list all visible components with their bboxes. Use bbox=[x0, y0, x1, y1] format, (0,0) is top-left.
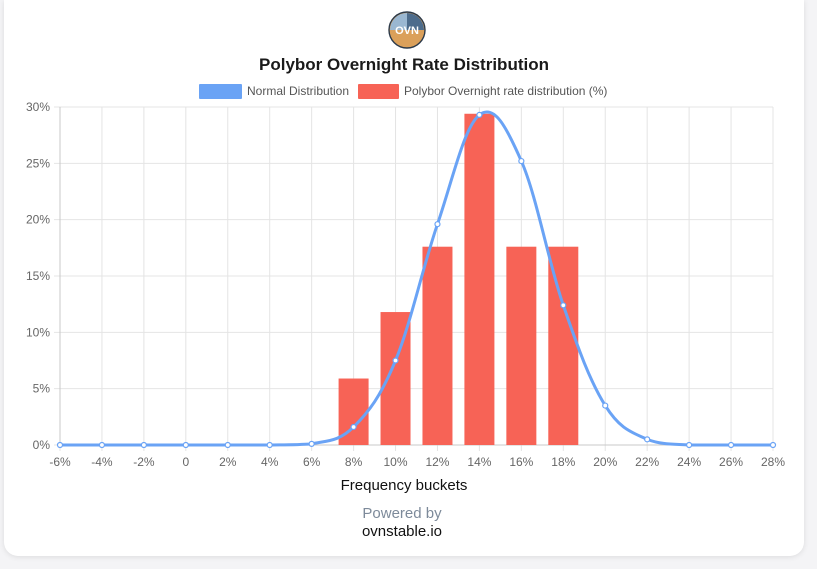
y-tick-label: 5% bbox=[33, 382, 51, 396]
x-tick-label: 12% bbox=[425, 455, 449, 469]
line-point bbox=[266, 441, 273, 449]
line-point bbox=[434, 221, 441, 228]
line-point bbox=[140, 441, 147, 449]
bar bbox=[506, 246, 537, 445]
x-axis-label: Frequency buckets bbox=[340, 477, 468, 494]
x-tick-label: 28% bbox=[761, 455, 785, 469]
line-point bbox=[98, 441, 106, 449]
line-point bbox=[224, 441, 231, 449]
line-point bbox=[392, 357, 399, 364]
legend-label-normal[interactable]: Normal Distribution bbox=[247, 84, 349, 98]
y-tick-label: 15% bbox=[26, 269, 50, 283]
chart-title: Polybor Overnight Rate Distribution bbox=[259, 55, 549, 74]
line-point bbox=[308, 440, 315, 447]
x-tick-label: 4% bbox=[261, 455, 279, 469]
legend-swatch-polybor[interactable] bbox=[358, 84, 399, 99]
line-point bbox=[769, 441, 777, 449]
line-point bbox=[56, 441, 64, 449]
x-tick-label: -2% bbox=[133, 455, 155, 469]
x-tick-label: 2% bbox=[219, 455, 237, 469]
line-point bbox=[602, 402, 609, 409]
line-point bbox=[182, 441, 189, 449]
x-tick-label: 16% bbox=[509, 455, 533, 469]
chart-card: OVN bbox=[4, 0, 804, 556]
line-point bbox=[644, 436, 651, 443]
y-tick-label: 30% bbox=[26, 100, 50, 114]
powered-by-text: Powered by bbox=[362, 505, 442, 522]
x-tick-label: 24% bbox=[677, 455, 701, 469]
x-tick-label: 26% bbox=[719, 455, 743, 469]
tick-labels: 0% 5% 10% 15% 20% 25% 30% -6% -4% -2% 0 2% 4% 6% 8% 10%… bbox=[26, 100, 785, 469]
legend-swatch-normal[interactable] bbox=[199, 84, 242, 99]
line-series bbox=[56, 110, 777, 449]
legend[interactable]: Normal Distribution Polybor Overnight ra… bbox=[199, 84, 607, 99]
grid bbox=[54, 106, 774, 451]
line-point bbox=[350, 423, 357, 431]
legend-label-polybor[interactable]: Polybor Overnight rate distribution (%) bbox=[404, 84, 607, 98]
x-tick-label: 0 bbox=[182, 455, 189, 469]
x-tick-label: 18% bbox=[551, 455, 575, 469]
site-link[interactable]: ovnstable.io bbox=[361, 523, 443, 540]
line-point bbox=[476, 111, 483, 118]
x-tick-label: 14% bbox=[467, 455, 491, 469]
y-tick-label: 20% bbox=[26, 213, 50, 227]
x-tick-label: -4% bbox=[91, 455, 113, 469]
y-tick-label: 0% bbox=[33, 438, 51, 452]
line-point bbox=[686, 441, 693, 449]
line-point bbox=[727, 441, 735, 449]
bar bbox=[464, 113, 495, 445]
x-tick-label: -6% bbox=[49, 455, 71, 469]
line-point bbox=[560, 302, 567, 309]
y-tick-label: 10% bbox=[26, 325, 50, 339]
bars bbox=[338, 113, 579, 445]
x-tick-label: 20% bbox=[593, 455, 617, 469]
x-tick-label: 22% bbox=[635, 455, 659, 469]
y-tick-label: 25% bbox=[26, 156, 50, 170]
bar bbox=[548, 246, 579, 445]
line-point bbox=[518, 157, 525, 165]
ovn-logo: OVN bbox=[388, 11, 426, 49]
x-tick-label: 6% bbox=[303, 455, 321, 469]
x-tick-label: 8% bbox=[345, 455, 363, 469]
svg-text:OVN: OVN bbox=[395, 25, 419, 37]
x-tick-label: 10% bbox=[384, 455, 408, 469]
normal-distribution-line bbox=[60, 110, 773, 447]
bar bbox=[422, 246, 453, 445]
